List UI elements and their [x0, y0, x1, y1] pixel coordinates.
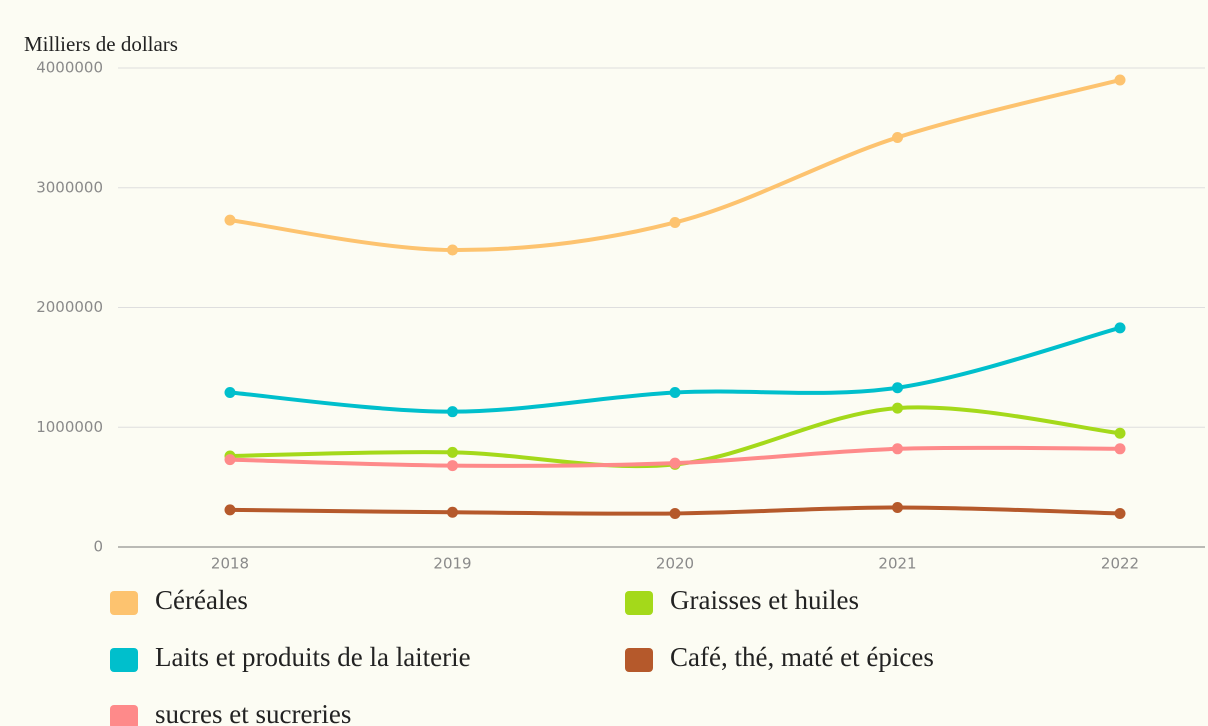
point [447, 244, 458, 256]
y-tick-label: 3000000 [36, 178, 103, 196]
point [447, 406, 458, 418]
x-tick-label: 2019 [433, 555, 471, 573]
line [229, 325, 1121, 414]
legend-label: sucres et sucreries [155, 699, 351, 726]
point [892, 382, 903, 394]
point [892, 131, 903, 143]
point [669, 387, 681, 399]
point [224, 387, 236, 399]
legend-label: Café, thé, maté et épices [670, 642, 934, 672]
legend-swatch [625, 648, 653, 672]
point [892, 443, 903, 455]
legend-swatch [110, 591, 138, 615]
x-tick-label: 2020 [656, 555, 694, 573]
point [224, 454, 236, 466]
point [669, 507, 681, 519]
legend-label: Céréales [155, 585, 248, 615]
point [892, 402, 903, 414]
x-tick-label: 2021 [878, 555, 916, 573]
point [224, 214, 236, 226]
x-tick-label: 2018 [211, 555, 249, 573]
point [669, 457, 681, 469]
y-axis-label: Milliers de dollars [24, 32, 178, 56]
legend-label: Graisses et huiles [670, 585, 859, 615]
point [447, 506, 458, 518]
y-tick-label: 4000000 [36, 59, 103, 77]
point [1114, 443, 1126, 455]
point [1114, 74, 1126, 86]
y-tick-label: 0 [93, 538, 103, 556]
point [892, 501, 903, 513]
y-tick-label: 2000000 [36, 298, 103, 316]
legend-swatch [110, 648, 138, 672]
point [669, 216, 681, 228]
point [447, 446, 458, 458]
point [1114, 507, 1126, 519]
point [224, 504, 236, 516]
legend-swatch [625, 591, 653, 615]
y-tick-label: 1000000 [36, 418, 103, 436]
legend-label: Laits et produits de la laiterie [155, 642, 471, 672]
point [447, 460, 458, 472]
line [229, 405, 1121, 469]
point [1114, 427, 1126, 439]
point [1114, 322, 1126, 334]
legend-swatch [110, 705, 138, 726]
x-tick-label: 2022 [1101, 555, 1139, 573]
